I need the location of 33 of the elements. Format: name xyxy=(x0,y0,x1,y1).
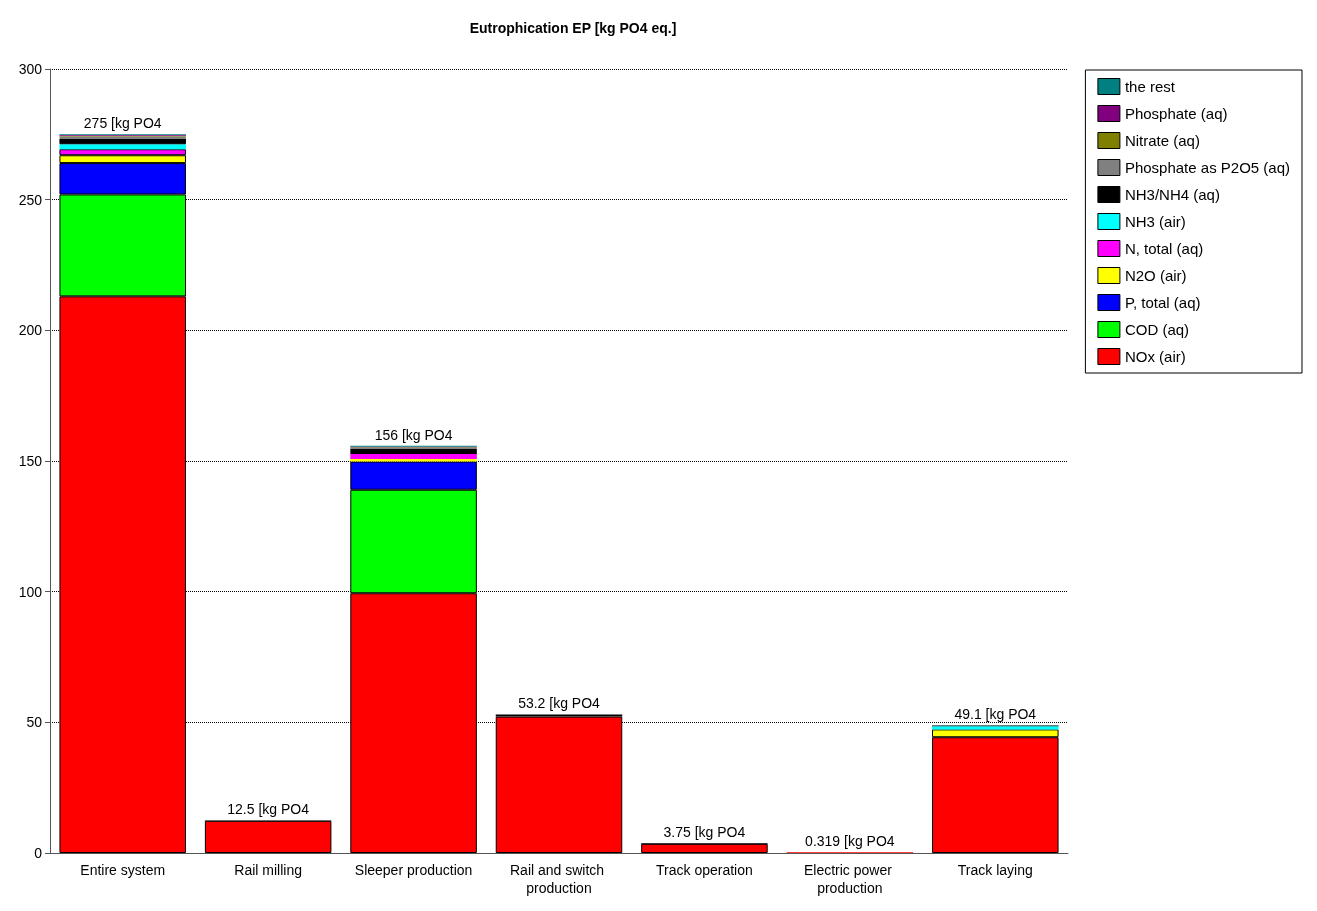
total-label: 3.75 [kg PO4 xyxy=(663,824,746,841)
legend-label: COD (aq) xyxy=(1124,321,1190,338)
total-label: 49.1 [kg PO4 xyxy=(954,706,1037,723)
total-label: 12.5 [kg PO4 xyxy=(227,801,310,818)
legend-label: Phosphate as P2O5 (aq) xyxy=(1124,159,1291,176)
legend-label: N2O (air) xyxy=(1124,267,1187,284)
x-tick-label: Electric power production xyxy=(803,862,896,896)
y-tick-label: 50 xyxy=(26,714,43,731)
legend-label: NOx (air) xyxy=(1124,348,1186,365)
total-label: 53.2 [kg PO4 xyxy=(518,695,601,712)
total-label: 275 [kg PO4 xyxy=(83,115,162,132)
total-label: 156 [kg PO4 xyxy=(374,426,453,443)
y-tick-label: 300 xyxy=(18,61,43,77)
total-label: 0.319 [kg PO4 xyxy=(805,833,895,850)
y-tick-label: 200 xyxy=(18,322,43,339)
legend-label: the rest xyxy=(1124,78,1176,95)
legend-label: N, total (aq) xyxy=(1124,240,1204,257)
legend-label: NH3/NH4 (aq) xyxy=(1124,186,1220,203)
x-tick-label: Rail milling xyxy=(234,862,302,878)
x-tick-label: Track laying xyxy=(957,862,1033,878)
x-tick-label: Sleeper production xyxy=(354,862,473,878)
x-tick-label: Track operation xyxy=(656,862,753,878)
legend-label: Nitrate (aq) xyxy=(1124,132,1200,149)
y-tick-label: 150 xyxy=(18,453,43,469)
x-tick-label: Entire system xyxy=(80,862,166,878)
chart-title: Eutrophication EP [kg PO4 eq.] xyxy=(469,20,677,36)
y-tick-label: 0 xyxy=(34,845,43,861)
y-tick-label: 250 xyxy=(18,191,43,208)
legend-label: P, total (aq) xyxy=(1124,294,1201,311)
legend-label: NH3 (air) xyxy=(1124,213,1186,230)
x-tick-label: Rail and switch production xyxy=(509,862,609,896)
y-tick-label: 100 xyxy=(18,583,43,600)
legend-label: Phosphate (aq) xyxy=(1124,105,1228,122)
